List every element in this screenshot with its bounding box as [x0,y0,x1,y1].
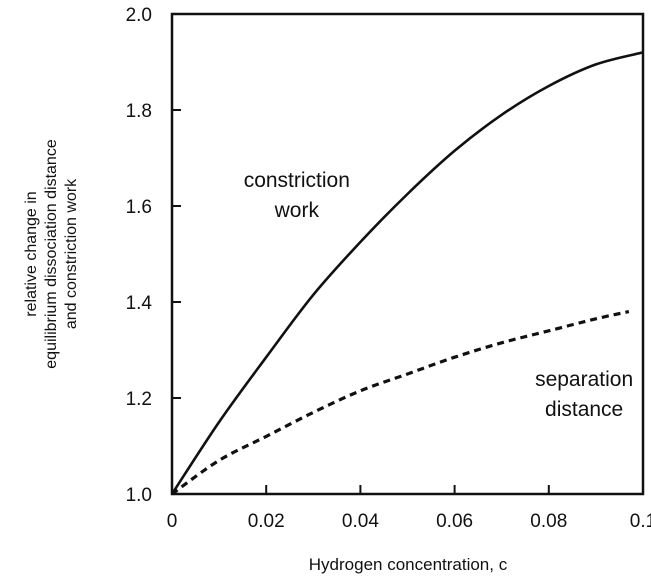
series-lines [170,51,644,496]
y-tick-label: 1.2 [126,389,152,410]
constriction-work-line [170,51,644,495]
y-tick-label: 2.0 [126,5,152,26]
y-tick-label: 1.0 [126,485,152,506]
y-axis-label: relative change in equilibrium dissociat… [23,139,80,369]
x-axis-label: Hydrogen concentration, c [309,555,508,574]
x-axis: 0 0.02 0.04 0.06 0.08 0.1 [167,485,651,532]
y-axis-label-line-1: relative change in [23,191,40,316]
plot-area-border [170,12,645,496]
y-axis-label-line-3: and constriction work [63,178,80,329]
y-tick-label: 1.8 [126,101,152,122]
x-tick-label: 0.08 [530,511,567,532]
x-tick-label: 0 [167,511,178,532]
y-axis-label-line-2: equilibrium dissociation distance [43,139,60,369]
separation-distance-line [171,310,630,496]
x-tick-label: 0.04 [342,511,379,532]
x-tick-label: 0.02 [248,511,285,532]
x-tick-label: 0.1 [630,511,651,532]
y-axis: 1.0 1.2 1.4 1.6 1.8 2.0 [126,5,181,506]
annotation-label: distance [545,398,623,421]
plot-frame [170,12,645,496]
annotations: constriction work separation distance [244,169,633,421]
annotation-label: constriction [244,169,350,192]
y-tick-label: 1.4 [126,293,153,314]
y-tick-label: 1.6 [126,197,152,218]
x-tick-label: 0.06 [436,511,473,532]
annotation-label: work [274,199,320,222]
annotation-label: separation [535,368,633,391]
